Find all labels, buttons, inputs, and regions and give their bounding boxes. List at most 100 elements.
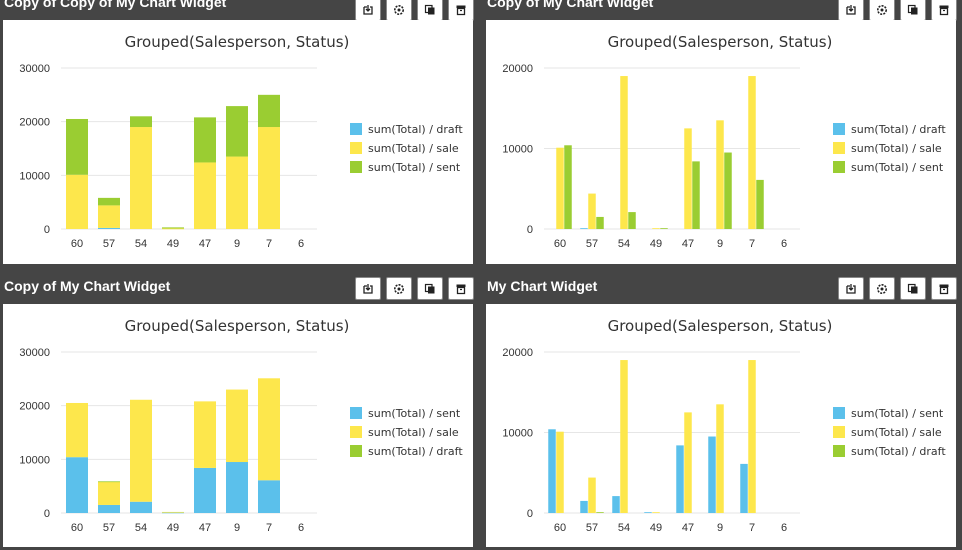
bar-sale-60[interactable]: [556, 431, 564, 513]
settings-button[interactable]: [386, 0, 412, 21]
bar-sent-9[interactable]: [226, 106, 248, 157]
bar-sale-54[interactable]: [130, 399, 152, 502]
bar-draft-57[interactable]: [98, 504, 120, 513]
bar-draft-7[interactable]: [740, 463, 748, 513]
export-button[interactable]: [355, 277, 381, 300]
bar-sent-60[interactable]: [66, 118, 88, 175]
bar-sent-7[interactable]: [258, 94, 280, 128]
copy-button[interactable]: [900, 0, 926, 21]
delete-button[interactable]: [931, 0, 957, 21]
bar-sale-47[interactable]: [194, 162, 216, 229]
x-tick-label: 9: [717, 238, 723, 250]
bar-sale-47[interactable]: [194, 401, 216, 468]
export-button[interactable]: [838, 277, 864, 300]
export-button[interactable]: [355, 0, 381, 21]
copy-button[interactable]: [900, 277, 926, 300]
legend-label[interactable]: sum(Total) / sent: [851, 161, 944, 174]
bar-sent-54[interactable]: [628, 212, 636, 229]
delete-icon: [939, 5, 949, 15]
bar-sale-57[interactable]: [98, 481, 120, 505]
bar-sent-57[interactable]: [98, 481, 120, 483]
bar-sale-49[interactable]: [652, 228, 660, 229]
bar-sale-60[interactable]: [66, 402, 88, 458]
bar-sent-49[interactable]: [660, 228, 668, 229]
bar-sale-49[interactable]: [162, 228, 184, 230]
bar-sent-57[interactable]: [98, 197, 120, 206]
bar-draft-60[interactable]: [548, 429, 556, 513]
bar-sale-9[interactable]: [716, 404, 724, 513]
bar-sale-49[interactable]: [162, 511, 184, 513]
legend-label[interactable]: sum(Total) / draft: [368, 445, 463, 458]
copy-button[interactable]: [417, 0, 443, 21]
bar-sale-54[interactable]: [620, 76, 628, 229]
legend-label[interactable]: sum(Total) / sale: [851, 142, 942, 155]
settings-button[interactable]: [869, 277, 895, 300]
bar-sale-57[interactable]: [588, 193, 596, 229]
bar-draft-47[interactable]: [676, 445, 684, 513]
bar-sale-47[interactable]: [684, 128, 692, 229]
legend-label[interactable]: sum(Total) / sale: [368, 142, 459, 155]
bar-sale-49[interactable]: [652, 512, 660, 513]
x-tick-label: 49: [650, 238, 662, 250]
bar-sale-57[interactable]: [98, 205, 120, 228]
delete-button[interactable]: [448, 277, 474, 300]
bar-draft-7[interactable]: [258, 480, 280, 513]
bar-sale-60[interactable]: [66, 174, 88, 229]
bar-sent-60[interactable]: [564, 145, 572, 229]
x-tick-label: 7: [749, 238, 755, 250]
bar-sale-7[interactable]: [748, 76, 756, 229]
bar-sent-9[interactable]: [724, 152, 732, 229]
settings-button[interactable]: [869, 0, 895, 21]
bar-draft-57[interactable]: [98, 227, 120, 229]
bar-draft-47[interactable]: [194, 467, 216, 513]
bar-sale-57[interactable]: [588, 477, 596, 513]
bar-sale-54[interactable]: [130, 127, 152, 229]
export-button[interactable]: [838, 0, 864, 21]
bar-draft-9[interactable]: [708, 436, 716, 513]
bar-sent-49[interactable]: [162, 227, 184, 229]
legend-label[interactable]: sum(Total) / sent: [368, 161, 461, 174]
settings-button[interactable]: [386, 277, 412, 300]
x-tick-label: 6: [298, 522, 304, 534]
x-tick-label: 6: [781, 238, 787, 250]
x-tick-label: 54: [135, 238, 147, 250]
bar-sent-57[interactable]: [596, 216, 604, 229]
bar-sale-9[interactable]: [716, 120, 724, 229]
bar-sale-60[interactable]: [556, 147, 564, 229]
bar-draft-57[interactable]: [580, 500, 588, 513]
bar-sale-7[interactable]: [258, 378, 280, 481]
bar-draft-60[interactable]: [66, 457, 88, 513]
legend-label[interactable]: sum(Total) / draft: [851, 123, 946, 136]
bar-sale-9[interactable]: [226, 389, 248, 463]
bar-draft-9[interactable]: [226, 462, 248, 513]
legend-label[interactable]: sum(Total) / sent: [368, 407, 461, 420]
copy-button[interactable]: [417, 277, 443, 300]
x-tick-label: 49: [167, 238, 179, 250]
legend-label[interactable]: sum(Total) / draft: [368, 123, 463, 136]
legend-swatch: [833, 123, 845, 135]
legend-label[interactable]: sum(Total) / sent: [851, 407, 944, 420]
legend-label[interactable]: sum(Total) / sale: [368, 426, 459, 439]
legend-label[interactable]: sum(Total) / draft: [851, 445, 946, 458]
delete-button[interactable]: [448, 0, 474, 21]
bar-sale-7[interactable]: [258, 127, 280, 229]
bar-draft-54[interactable]: [612, 496, 620, 513]
legend-label[interactable]: sum(Total) / sale: [851, 426, 942, 439]
bar-sent-57[interactable]: [596, 512, 604, 513]
bar-sale-47[interactable]: [684, 412, 692, 513]
bar-sale-54[interactable]: [620, 360, 628, 513]
bar-sent-47[interactable]: [692, 161, 700, 229]
delete-button[interactable]: [931, 277, 957, 300]
y-tick-label: 0: [527, 224, 533, 236]
bar-sale-9[interactable]: [226, 156, 248, 229]
bar-sent-47[interactable]: [194, 117, 216, 163]
bar-draft-57[interactable]: [580, 228, 588, 229]
bar-draft-54[interactable]: [130, 501, 152, 513]
bar-draft-49[interactable]: [162, 512, 184, 514]
bar-sent-7[interactable]: [756, 179, 764, 229]
bar-draft-49[interactable]: [644, 512, 652, 513]
legend-swatch: [833, 142, 845, 154]
bar-sent-54[interactable]: [130, 116, 152, 128]
x-tick-label: 57: [586, 522, 598, 534]
bar-sale-7[interactable]: [748, 360, 756, 513]
